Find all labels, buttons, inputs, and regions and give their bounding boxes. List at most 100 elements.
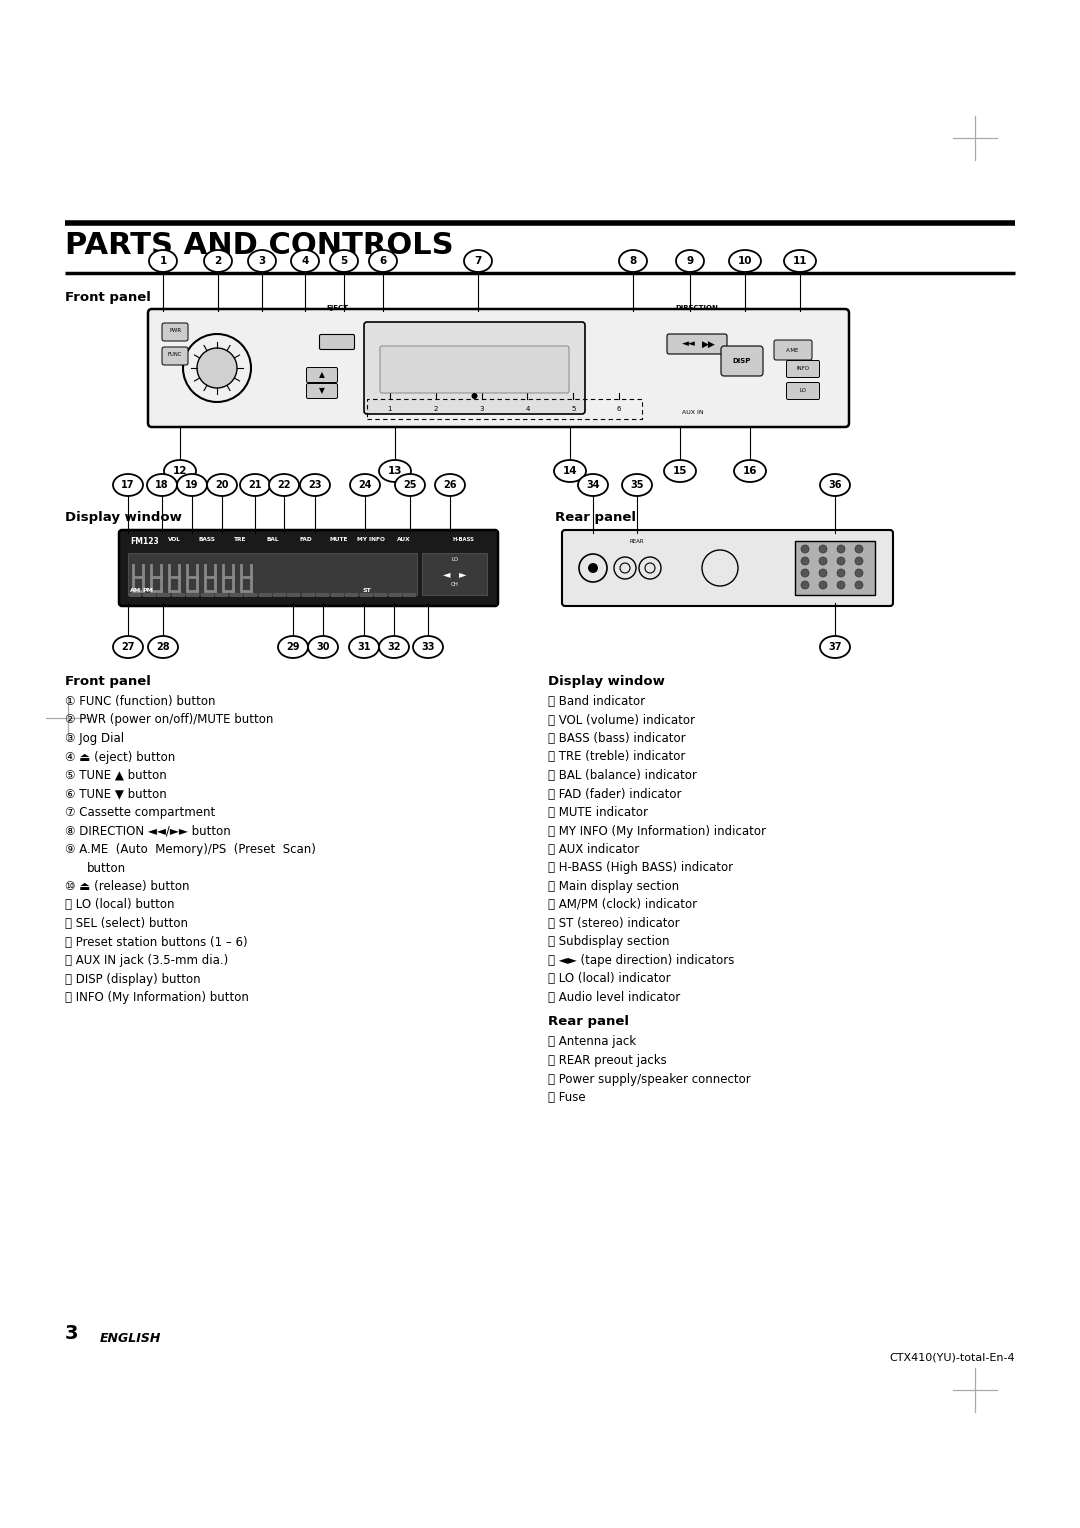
Text: 8: 8 (630, 257, 636, 266)
Ellipse shape (177, 474, 207, 497)
Bar (316, 593, 329, 597)
FancyBboxPatch shape (774, 341, 812, 361)
Text: CH: CH (450, 582, 458, 587)
Text: ㉓ MUTE indicator: ㉓ MUTE indicator (548, 805, 648, 819)
Ellipse shape (248, 251, 276, 272)
Text: ⑪ LO (local) button: ⑪ LO (local) button (65, 898, 175, 912)
Text: ⑩ ⏏ (release) button: ⑩ ⏏ (release) button (65, 880, 189, 892)
FancyBboxPatch shape (162, 347, 188, 365)
Text: 37: 37 (828, 642, 841, 652)
Text: 29: 29 (286, 642, 300, 652)
Text: 3: 3 (65, 1323, 79, 1343)
Text: 19: 19 (186, 480, 199, 490)
Text: ⑲ BASS (bass) indicator: ⑲ BASS (bass) indicator (548, 732, 686, 746)
Text: 16: 16 (743, 466, 757, 477)
Circle shape (855, 545, 863, 553)
Text: AUX: AUX (397, 536, 410, 542)
Circle shape (855, 568, 863, 578)
Bar (330, 593, 343, 597)
Text: 26: 26 (443, 480, 457, 490)
Text: 30: 30 (316, 642, 329, 652)
Circle shape (819, 581, 827, 588)
Text: BASS: BASS (199, 536, 215, 542)
Text: ◄◄: ◄◄ (683, 339, 696, 348)
Text: 34: 34 (586, 480, 599, 490)
Ellipse shape (413, 636, 443, 659)
FancyBboxPatch shape (307, 384, 337, 399)
Bar (187, 593, 199, 597)
Text: ㉝ Audio level indicator: ㉝ Audio level indicator (548, 992, 680, 1004)
Bar (346, 593, 359, 597)
Text: DISP: DISP (733, 358, 752, 364)
Bar (158, 593, 171, 597)
FancyBboxPatch shape (119, 530, 498, 607)
Circle shape (855, 558, 863, 565)
Circle shape (819, 568, 827, 578)
Text: ㉘ AM/PM (clock) indicator: ㉘ AM/PM (clock) indicator (548, 898, 697, 912)
Ellipse shape (148, 636, 178, 659)
Text: 35: 35 (631, 480, 644, 490)
Text: 31: 31 (357, 642, 370, 652)
Circle shape (855, 581, 863, 588)
Bar (795, 541, 875, 594)
Text: FUNC: FUNC (167, 353, 183, 358)
Text: A.ME: A.ME (786, 347, 799, 353)
Bar (360, 593, 373, 597)
Bar (143, 593, 156, 597)
Text: Rear panel: Rear panel (548, 1016, 629, 1028)
FancyBboxPatch shape (562, 530, 893, 607)
Ellipse shape (464, 251, 492, 272)
Text: ◄: ◄ (443, 568, 450, 579)
Bar (367, 399, 642, 419)
Ellipse shape (269, 474, 299, 497)
Bar (201, 593, 214, 597)
Text: 9: 9 (687, 257, 693, 266)
Text: 4: 4 (525, 406, 529, 413)
Ellipse shape (734, 460, 766, 481)
Text: 12: 12 (173, 466, 187, 477)
FancyBboxPatch shape (162, 322, 188, 341)
Text: ⑰ Band indicator: ⑰ Band indicator (548, 695, 645, 707)
Text: DIRECTION: DIRECTION (676, 306, 718, 312)
Ellipse shape (300, 474, 330, 497)
FancyBboxPatch shape (721, 345, 762, 376)
Bar (129, 553, 417, 594)
Text: 33: 33 (421, 642, 435, 652)
Text: MY INFO: MY INFO (357, 536, 386, 542)
Text: ㉟ REAR preout jacks: ㉟ REAR preout jacks (548, 1054, 666, 1067)
Ellipse shape (350, 474, 380, 497)
Ellipse shape (435, 474, 465, 497)
Ellipse shape (369, 251, 397, 272)
Text: H-BASS: H-BASS (453, 536, 474, 542)
Text: ENGLISH: ENGLISH (100, 1332, 161, 1345)
Text: 3: 3 (258, 257, 266, 266)
Text: ㉛ ◄► (tape direction) indicators: ㉛ ◄► (tape direction) indicators (548, 953, 734, 967)
Text: 5: 5 (571, 406, 576, 413)
Text: 11: 11 (793, 257, 807, 266)
Ellipse shape (664, 460, 696, 481)
Text: ⑧ DIRECTION ◄◄/►► button: ⑧ DIRECTION ◄◄/►► button (65, 825, 231, 837)
Text: PARTS AND CONTROLS: PARTS AND CONTROLS (65, 231, 454, 260)
Text: 5: 5 (340, 257, 348, 266)
Ellipse shape (622, 474, 652, 497)
Text: ㉙ ST (stereo) indicator: ㉙ ST (stereo) indicator (548, 917, 679, 931)
Text: 4: 4 (301, 257, 309, 266)
Text: ㉜ LO (local) indicator: ㉜ LO (local) indicator (548, 972, 671, 986)
Text: ►: ► (459, 568, 467, 579)
Ellipse shape (676, 251, 704, 272)
Bar (422, 553, 487, 594)
Text: ㊲ Fuse: ㊲ Fuse (548, 1091, 585, 1105)
Text: AM: AM (130, 588, 141, 593)
Ellipse shape (113, 474, 143, 497)
Text: ⑫ SEL (select) button: ⑫ SEL (select) button (65, 917, 188, 931)
Text: ⑨ A.ME  (Auto  Memory)/PS  (Preset  Scan): ⑨ A.ME (Auto Memory)/PS (Preset Scan) (65, 843, 315, 856)
Text: PM: PM (141, 588, 153, 593)
Circle shape (819, 558, 827, 565)
Text: ㉚ Subdisplay section: ㉚ Subdisplay section (548, 935, 670, 949)
Text: 14: 14 (563, 466, 578, 477)
Bar (172, 593, 185, 597)
Text: VOL: VOL (167, 536, 180, 542)
Text: ST: ST (363, 588, 372, 593)
FancyBboxPatch shape (364, 322, 585, 414)
Text: 20: 20 (215, 480, 229, 490)
